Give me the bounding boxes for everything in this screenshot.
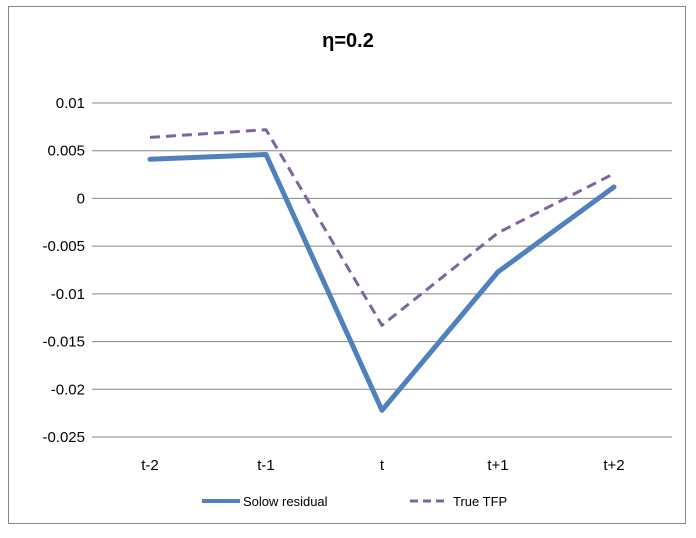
y-tick-label: 0.01	[56, 95, 85, 112]
legend-label-true-tfp: True TFP	[453, 494, 507, 509]
gridlines	[92, 102, 672, 438]
x-axis-ticks: t-2 t-1 t t+1 t+2	[141, 457, 624, 474]
y-tick-label: -0.015	[42, 334, 85, 351]
x-tick-label: t	[380, 457, 385, 474]
x-tick-label: t-2	[141, 457, 159, 474]
x-tick-label: t+2	[603, 457, 624, 474]
series-line-solow-residual	[147, 152, 617, 413]
y-tick-label: 0.005	[47, 143, 85, 160]
series-lines	[147, 128, 617, 413]
y-tick-label: -0.02	[51, 381, 85, 398]
y-axis-ticks: 0.01 0.005 0 -0.005 -0.01 -0.015 -0.02 -0.025	[42, 95, 85, 446]
y-tick-label: -0.025	[42, 429, 85, 446]
x-tick-label: t+1	[487, 457, 508, 474]
x-tick-label: t-1	[257, 457, 275, 474]
y-tick-label: -0.005	[42, 238, 85, 255]
legend: Solow residual True TFP	[202, 494, 507, 509]
series-line-true-tfp	[149, 128, 615, 327]
chart-title: η=0.2	[322, 30, 374, 52]
y-tick-label: -0.01	[51, 286, 85, 303]
y-tick-label: 0	[77, 190, 85, 207]
legend-label-solow-residual: Solow residual	[243, 494, 328, 509]
